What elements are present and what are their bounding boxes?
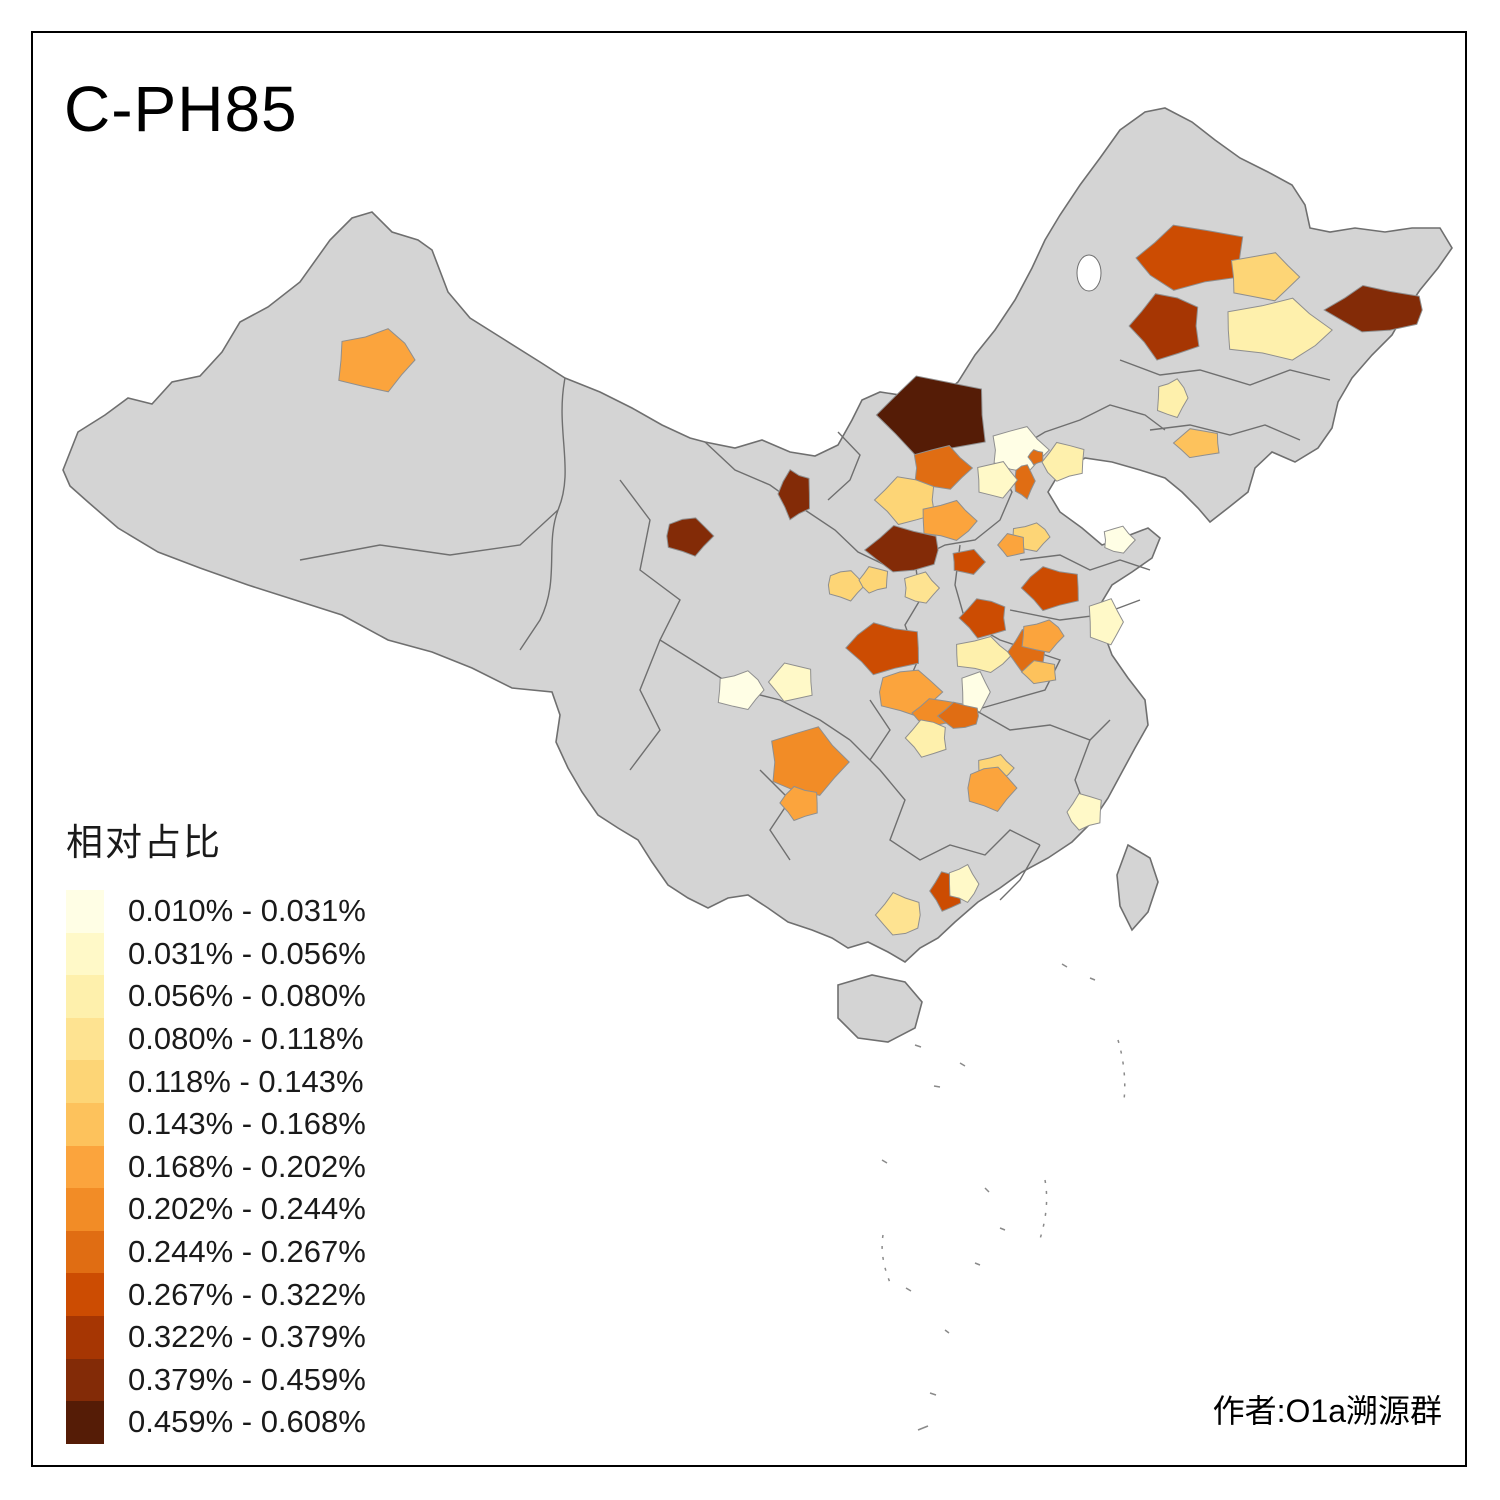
legend-row: 0.202% - 0.244% — [66, 1188, 366, 1231]
prefecture-region — [948, 863, 980, 904]
prefecture-region — [1088, 598, 1124, 646]
prefecture-region — [1027, 449, 1044, 466]
legend-row: 0.267% - 0.322% — [66, 1273, 366, 1316]
legend-row: 0.143% - 0.168% — [66, 1102, 366, 1146]
legend-row: 0.031% - 0.056% — [66, 932, 366, 976]
prefecture-region — [777, 468, 811, 521]
legend-swatch — [66, 1188, 104, 1231]
legend-swatch — [66, 1315, 104, 1359]
legend-row: 0.379% - 0.459% — [66, 1358, 366, 1402]
prefecture-region — [1227, 297, 1333, 361]
south-china-sea-islets — [881, 963, 1126, 1431]
prefecture-region — [913, 445, 974, 490]
legend-label: 0.056% - 0.080% — [128, 978, 366, 1014]
legend-row: 0.056% - 0.080% — [66, 975, 366, 1018]
prefecture-region — [1128, 293, 1200, 361]
prefecture-region — [936, 701, 979, 729]
prefecture-region — [904, 719, 947, 758]
legend-row: 0.010% - 0.031% — [66, 890, 366, 933]
legend-swatch — [66, 932, 104, 976]
mainland-shape — [62, 107, 1453, 963]
prefecture-region — [1103, 525, 1137, 554]
prefecture-region — [904, 571, 941, 604]
prefecture-region — [827, 570, 866, 602]
prefecture-region — [967, 766, 1018, 813]
prefecture-region — [874, 891, 921, 936]
legend-swatch — [66, 1273, 104, 1316]
prefecture-region — [1041, 441, 1085, 482]
legend-label: 0.118% - 0.143% — [128, 1063, 364, 1099]
legend: 相对占比 0.010% - 0.031% 0.031% - 0.056% 0.056… — [66, 812, 366, 1444]
legend-swatch — [66, 1358, 104, 1402]
prefecture-region — [873, 476, 936, 526]
legend-row: 0.322% - 0.379% — [66, 1315, 366, 1359]
legend-label: 0.244% - 0.267% — [128, 1234, 366, 1270]
prefecture-region — [922, 499, 978, 541]
legend-label: 0.267% - 0.322% — [128, 1276, 366, 1312]
legend-swatch — [66, 1145, 104, 1189]
legend-label: 0.322% - 0.379% — [128, 1319, 366, 1355]
page-title: C-PH85 — [64, 73, 298, 145]
prefecture-region — [1156, 378, 1189, 419]
legend-swatch — [66, 890, 104, 933]
legend-label: 0.143% - 0.168% — [128, 1106, 366, 1142]
prefecture-region — [1135, 224, 1244, 291]
prefecture-region — [1021, 619, 1065, 653]
prefecture-region — [1172, 428, 1220, 459]
legend-row: 0.459% - 0.608% — [66, 1401, 366, 1444]
legend-label: 0.080% - 0.118% — [128, 1021, 364, 1057]
prefecture-region — [958, 598, 1007, 639]
prefecture-region — [767, 662, 813, 702]
prefecture-region — [961, 670, 991, 713]
legend-swatch — [66, 975, 104, 1018]
legend-label: 0.202% - 0.244% — [128, 1191, 366, 1227]
legend-label: 0.379% - 0.459% — [128, 1361, 366, 1397]
legend-row: 0.080% - 0.118% — [66, 1017, 366, 1061]
legend-label: 0.031% - 0.056% — [128, 935, 366, 971]
prefecture-region — [845, 622, 920, 676]
prefecture-region — [952, 548, 986, 575]
prefecture-region — [977, 461, 1019, 499]
legend-row: 0.244% - 0.267% — [66, 1230, 366, 1274]
prefecture-region — [1323, 284, 1423, 333]
legend-label: 0.010% - 0.031% — [128, 893, 366, 929]
legend-swatch — [66, 1017, 104, 1061]
legend-swatch — [66, 1060, 104, 1103]
prefecture-region — [771, 726, 850, 796]
taiwan-shape — [1116, 843, 1159, 932]
legend-swatch — [66, 1102, 104, 1146]
legend-swatch — [66, 1230, 104, 1274]
prefecture-region — [863, 524, 939, 573]
prefecture-region — [666, 517, 715, 557]
legend-label: 0.168% - 0.202% — [128, 1148, 366, 1184]
legend-row: 0.118% - 0.143% — [66, 1060, 366, 1103]
legend-title: 相对占比 — [66, 822, 222, 863]
prefecture-region — [858, 566, 889, 594]
prefecture-region — [779, 785, 818, 822]
prefecture-region — [956, 635, 1013, 674]
prefecture-region — [997, 533, 1025, 558]
prefecture-region — [1066, 792, 1102, 831]
prefecture-region — [1020, 566, 1079, 612]
attribution-text: 作者:O1a溯源群 — [1212, 1393, 1442, 1429]
prefecture-region — [1230, 252, 1301, 302]
legend-row: 0.168% - 0.202% — [66, 1145, 366, 1189]
lake-shape — [1076, 254, 1102, 292]
prefecture-region — [875, 375, 986, 456]
legend-rows: 0.010% - 0.031% 0.031% - 0.056% 0.056% - 0… — [66, 890, 366, 1444]
legend-label: 0.459% - 0.608% — [128, 1404, 366, 1440]
prefecture-region — [338, 328, 416, 393]
prefecture-region — [717, 670, 765, 711]
prefecture-region — [1020, 660, 1057, 685]
hainan-shape — [837, 974, 923, 1043]
legend-swatch — [66, 1401, 104, 1444]
